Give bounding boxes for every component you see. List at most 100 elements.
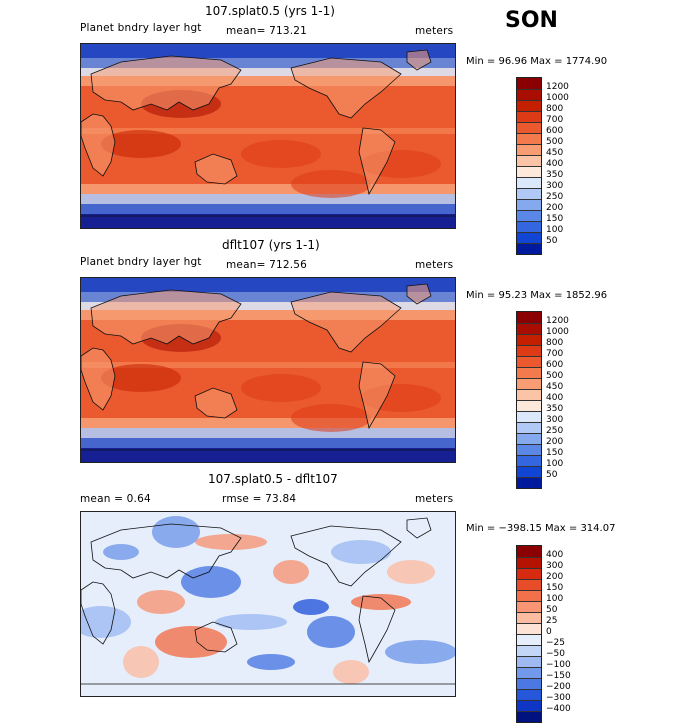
colorbar-tick-label: 800	[546, 338, 564, 348]
colorbar-swatch	[517, 422, 541, 433]
colorbar-tick-label: 400	[546, 159, 564, 169]
colorbar-tick-label: 350	[546, 170, 564, 180]
colorbar-tick-label: 700	[546, 349, 564, 359]
colorbar-swatch	[517, 144, 541, 155]
colorbar-swatch	[517, 166, 541, 177]
colorbar-swatch	[517, 389, 541, 400]
panel-2-colorbar	[516, 311, 542, 489]
colorbar-swatch	[517, 111, 541, 122]
colorbar-tick-label: 50	[546, 470, 558, 480]
colorbar-tick-label: 300	[546, 181, 564, 191]
colorbar-tick-label: 0	[546, 627, 552, 637]
colorbar-tick-label: 250	[546, 192, 564, 202]
colorbar-swatch	[517, 689, 541, 700]
colorbar-swatch	[517, 546, 541, 557]
colorbar-swatch	[517, 243, 541, 254]
panel-2-title: dflt107 (yrs 1-1)	[222, 238, 320, 252]
colorbar-swatch	[517, 634, 541, 645]
panel-3-rmse-label: rmse = 73.84	[222, 493, 297, 505]
colorbar-swatch	[517, 433, 541, 444]
colorbar-swatch	[517, 645, 541, 656]
panel-1-variable-label: Planet bndry layer hgt	[80, 22, 202, 34]
colorbar-swatch	[517, 199, 541, 210]
colorbar-tick-label: 1000	[546, 327, 569, 337]
panel-2-colorbar-ticks: 1200 1000 800 700 600 500 450 400 350 300 250 200 15…	[546, 311, 569, 480]
colorbar-tick-label: 1000	[546, 93, 569, 103]
panel-2-minmax: Min = 95.23 Max = 1852.96	[466, 290, 608, 301]
panel-3-map	[80, 511, 456, 697]
panel-3-colorbar-ticks: 400 300 200 150 100 50 25 0 −25 −50 −100 −150 −200 −3…	[546, 545, 571, 714]
colorbar-tick-label: 1200	[546, 82, 569, 92]
panel-2-units-label: meters	[415, 259, 454, 271]
colorbar-tick-label: 150	[546, 448, 564, 458]
colorbar-swatch	[517, 177, 541, 188]
colorbar-tick-label: −400	[546, 704, 571, 714]
colorbar-tick-label: 800	[546, 104, 564, 114]
colorbar-swatch	[517, 667, 541, 678]
colorbar-swatch	[517, 367, 541, 378]
colorbar-tick-label: 100	[546, 225, 564, 235]
colorbar-tick-label: 450	[546, 382, 564, 392]
colorbar-tick-label: 1200	[546, 316, 569, 326]
colorbar-swatch	[517, 312, 541, 323]
colorbar-swatch	[517, 89, 541, 100]
colorbar-tick-label: 300	[546, 561, 564, 571]
colorbar-tick-label: 300	[546, 415, 564, 425]
colorbar-swatch	[517, 678, 541, 689]
panel-2-variable-label: Planet bndry layer hgt	[80, 256, 202, 268]
colorbar-tick-label: 200	[546, 203, 564, 213]
colorbar-tick-label: 50	[546, 605, 558, 615]
colorbar-swatch	[517, 590, 541, 601]
colorbar-swatch	[517, 345, 541, 356]
colorbar-swatch	[517, 568, 541, 579]
colorbar-swatch	[517, 400, 541, 411]
colorbar-swatch	[517, 210, 541, 221]
colorbar-tick-label: 250	[546, 426, 564, 436]
colorbar-tick-label: 200	[546, 572, 564, 582]
colorbar-tick-label: 500	[546, 371, 564, 381]
panel-2-map	[80, 277, 456, 463]
panel-1-minmax: Min = 96.96 Max = 1774.90	[466, 56, 608, 67]
colorbar-tick-label: 450	[546, 148, 564, 158]
colorbar-swatch	[517, 623, 541, 634]
colorbar-swatch	[517, 477, 541, 488]
colorbar-swatch	[517, 601, 541, 612]
colorbar-swatch	[517, 455, 541, 466]
colorbar-tick-label: 600	[546, 360, 564, 370]
colorbar-swatch	[517, 356, 541, 367]
colorbar-swatch	[517, 711, 541, 722]
colorbar-swatch	[517, 232, 541, 243]
panel-1-units-label: meters	[415, 25, 454, 37]
colorbar-swatch	[517, 221, 541, 232]
colorbar-swatch	[517, 155, 541, 166]
colorbar-swatch	[517, 700, 541, 711]
colorbar-swatch	[517, 557, 541, 568]
colorbar-swatch	[517, 612, 541, 623]
panel-3-colorbar	[516, 545, 542, 723]
colorbar-tick-label: 25	[546, 616, 558, 626]
colorbar-tick-label: 600	[546, 126, 564, 136]
colorbar-swatch	[517, 411, 541, 422]
season-label: SON	[505, 8, 558, 33]
colorbar-tick-label: −300	[546, 693, 571, 703]
colorbar-tick-label: −150	[546, 671, 571, 681]
colorbar-tick-label: −25	[546, 638, 565, 648]
colorbar-tick-label: 500	[546, 137, 564, 147]
panel-3-units-label: meters	[415, 493, 454, 505]
panel-1-mean-label: mean= 713.21	[226, 25, 308, 37]
panel-3-minmax: Min = −398.15 Max = 314.07	[466, 523, 616, 534]
colorbar-tick-label: −200	[546, 682, 571, 692]
colorbar-tick-label: 350	[546, 404, 564, 414]
colorbar-tick-label: 400	[546, 393, 564, 403]
colorbar-tick-label: 150	[546, 214, 564, 224]
colorbar-swatch	[517, 100, 541, 111]
colorbar-swatch	[517, 323, 541, 334]
colorbar-tick-label: 50	[546, 236, 558, 246]
colorbar-tick-label: −100	[546, 660, 571, 670]
panel-1-colorbar-ticks: 1200 1000 800 700 600 500 450 400 350 300 250 200 15…	[546, 77, 569, 246]
panel-3-mean-label: mean = 0.64	[80, 493, 151, 505]
panel-1-colorbar	[516, 77, 542, 255]
colorbar-swatch	[517, 466, 541, 477]
colorbar-tick-label: 150	[546, 583, 564, 593]
colorbar-tick-label: −50	[546, 649, 565, 659]
